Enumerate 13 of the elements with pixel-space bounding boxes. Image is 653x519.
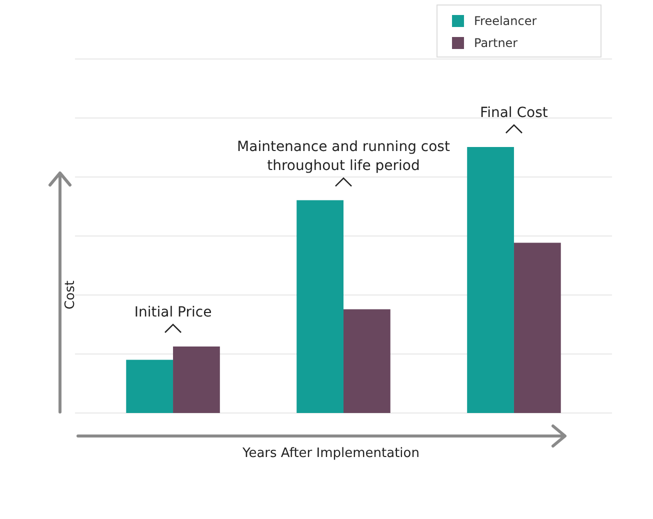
- bar: [126, 360, 174, 413]
- annotation: Maintenance and running cost throughout life period: [237, 139, 450, 174]
- legend-label: Freelancer: [474, 14, 537, 28]
- bar: [467, 147, 514, 413]
- text: Final Cost: [480, 105, 548, 121]
- bar: [296, 200, 344, 413]
- bar: [514, 242, 561, 413]
- y-axis-title: Cost: [63, 280, 78, 310]
- annotation: Initial Price: [134, 304, 212, 320]
- bar: [173, 346, 220, 413]
- bar: [344, 309, 390, 413]
- legend-label: Partner: [474, 36, 518, 50]
- x-axis-title: Years After Implementation: [241, 446, 420, 461]
